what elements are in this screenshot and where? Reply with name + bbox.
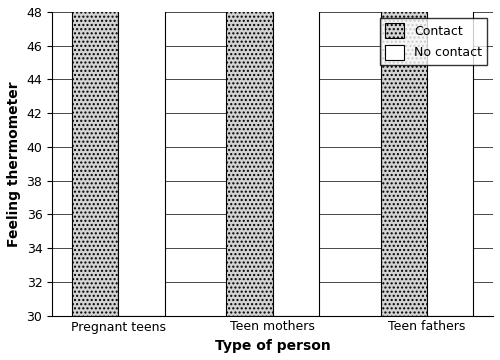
Bar [427,0,473,316]
Bar [226,0,272,316]
Bar [72,0,118,316]
Legend: Contact, No contact: Contact, No contact [380,18,487,65]
Bar [118,0,164,316]
Bar [380,0,427,316]
Bar [272,0,319,316]
Y-axis label: Feeling thermometer: Feeling thermometer [7,81,21,247]
X-axis label: Type of person: Type of person [214,339,330,353]
